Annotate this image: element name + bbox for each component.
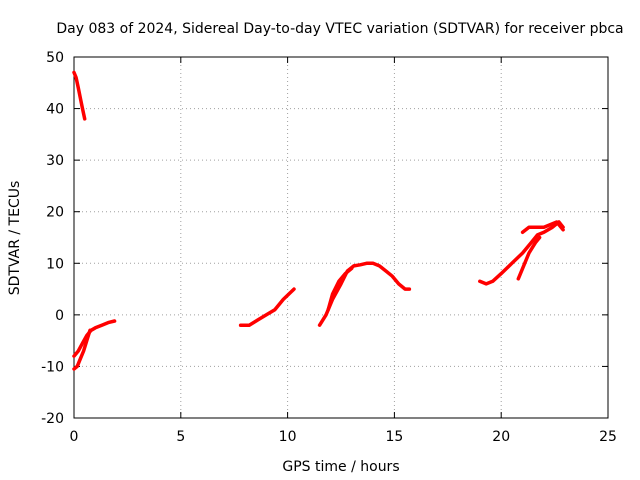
grid [74,57,608,418]
chart-title: Day 083 of 2024, Sidereal Day-to-day VTE… [56,21,623,37]
y-tick-label: -10 [41,359,64,375]
series-arc-6 [326,266,354,312]
series-arc-5 [317,261,412,327]
y-tick-label: 50 [46,50,64,66]
y-tick-label: 0 [55,308,64,324]
x-tick-label: 5 [176,429,185,445]
plot-frame [73,56,609,419]
x-tick-label: 15 [385,429,403,445]
series-arc-3 [72,328,92,371]
series-arc-4 [238,287,296,327]
y-tick-label: 40 [46,102,64,118]
series-arc-7 [478,220,565,286]
x-tick-label: 25 [599,429,617,445]
data-series [72,70,565,371]
x-tick-label: 20 [492,429,510,445]
x-tick-label: 0 [70,429,79,445]
x-axis-label: GPS time / hours [282,459,399,475]
series-arc-9 [520,220,565,235]
y-tick-label: 20 [46,205,64,221]
series-arc-1 [72,70,87,121]
y-tick-label: -20 [41,411,64,427]
y-axis-label: SDTVAR / TECUs [7,181,23,296]
series-arc-8 [516,235,542,281]
x-tick-label: 10 [279,429,297,445]
axis-ticks: 0 5 10 15 20 25 -20 -10 0 10 20 30 40 50 [41,50,617,445]
y-tick-label: 10 [46,256,64,272]
y-tick-label: 30 [46,153,64,169]
series-arc-2 [72,319,117,358]
